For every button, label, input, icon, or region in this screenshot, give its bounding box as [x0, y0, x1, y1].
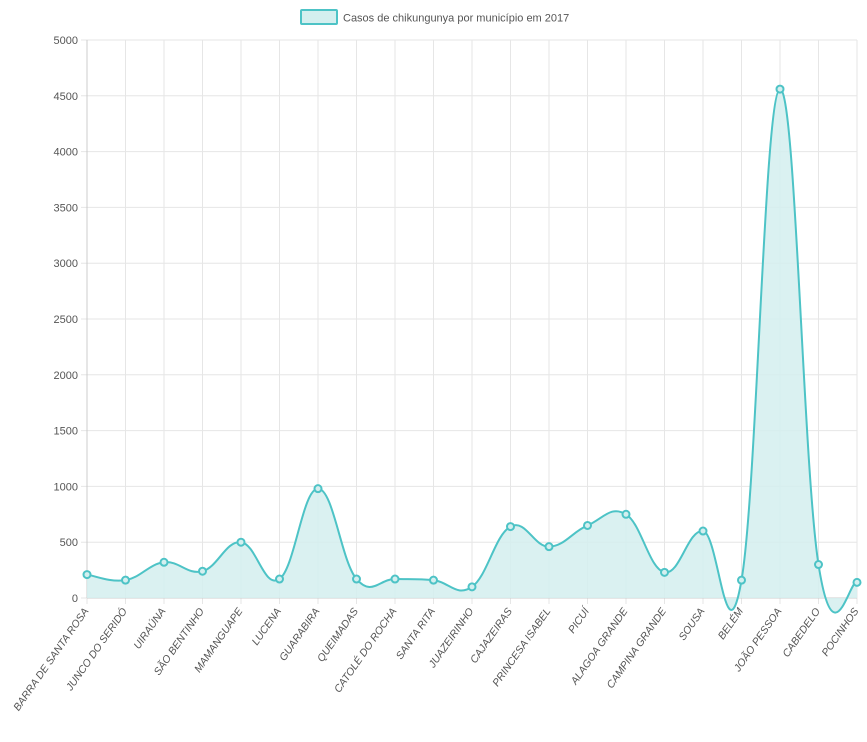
- data-point[interactable]: [544, 542, 554, 552]
- y-tick-label: 500: [60, 537, 78, 549]
- y-tick-label: 2000: [54, 370, 78, 382]
- grid: [81, 39, 858, 604]
- y-tick-label: 3500: [54, 202, 78, 214]
- y-axis-ticks: 0 500 1000 1500 2000 2500 3000 3500 4000 4500 5000: [54, 35, 78, 605]
- data-point[interactable]: [660, 567, 669, 577]
- data-point[interactable]: [737, 575, 746, 585]
- data-point[interactable]: [583, 520, 592, 530]
- y-tick-label: 4500: [54, 91, 78, 103]
- data-point[interactable]: [236, 537, 246, 547]
- x-tick-label: POCINHOS: [819, 606, 861, 659]
- x-tick-label: LUCENA: [250, 606, 284, 648]
- data-point[interactable]: [275, 574, 284, 584]
- legend-swatch[interactable]: [300, 9, 338, 25]
- y-tick-label: 5000: [54, 35, 78, 47]
- y-tick-label: 1000: [54, 481, 78, 493]
- x-tick-label: CABEDELO: [780, 606, 823, 660]
- data-point[interactable]: [390, 574, 400, 584]
- data-point[interactable]: [814, 560, 823, 570]
- data-point[interactable]: [506, 522, 515, 532]
- x-tick-label: SOUSA: [677, 606, 708, 643]
- data-point[interactable]: [621, 509, 631, 519]
- x-tick-label: GUARABIRA: [277, 606, 322, 664]
- data-point[interactable]: [313, 484, 323, 494]
- data-point[interactable]: [429, 575, 438, 585]
- data-point[interactable]: [121, 575, 130, 585]
- x-tick-label: SANTA RITA: [394, 606, 438, 662]
- x-tick-label: BARRA DE SANTA ROSA: [11, 606, 91, 713]
- data-points: [82, 84, 862, 592]
- data-point[interactable]: [198, 566, 207, 576]
- y-tick-label: 0: [72, 593, 78, 605]
- x-tick-label: PICUÍ: [565, 604, 593, 636]
- data-point[interactable]: [159, 557, 169, 567]
- x-tick-label: UIRAÚNA: [131, 605, 169, 651]
- data-point[interactable]: [698, 526, 708, 536]
- data-point[interactable]: [352, 574, 361, 584]
- y-tick-label: 2500: [54, 314, 78, 326]
- data-point[interactable]: [852, 577, 862, 587]
- y-tick-label: 3000: [54, 258, 78, 270]
- y-tick-label: 4000: [54, 147, 78, 159]
- data-point[interactable]: [82, 570, 92, 580]
- legend-label[interactable]: Casos de chikungunya por município em 20…: [343, 13, 569, 25]
- series-area-fill: [87, 89, 857, 613]
- data-point[interactable]: [775, 84, 785, 94]
- y-tick-label: 1500: [54, 426, 78, 438]
- data-point[interactable]: [467, 582, 477, 592]
- legend[interactable]: Casos de chikungunya por município em 20…: [300, 9, 569, 25]
